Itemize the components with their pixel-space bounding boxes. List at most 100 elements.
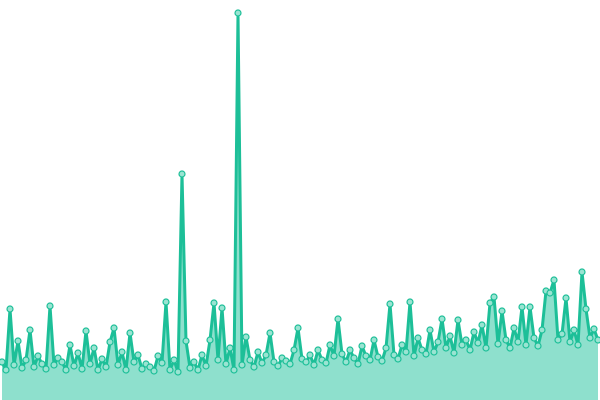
data-point xyxy=(402,348,410,356)
data-point xyxy=(506,344,514,352)
data-point xyxy=(78,365,86,373)
data-point xyxy=(334,315,342,323)
data-point xyxy=(286,360,294,368)
data-point xyxy=(470,328,478,336)
data-point xyxy=(554,336,562,344)
data-point xyxy=(154,352,162,360)
data-point xyxy=(254,348,262,356)
data-point xyxy=(338,350,346,358)
data-point xyxy=(174,368,182,376)
data-point xyxy=(410,352,418,360)
data-point xyxy=(250,363,258,371)
data-point xyxy=(190,358,198,366)
data-point xyxy=(594,336,600,344)
data-point xyxy=(422,350,430,358)
data-point xyxy=(310,361,318,369)
data-point xyxy=(114,361,122,369)
data-point xyxy=(50,361,58,369)
data-point xyxy=(458,341,466,349)
data-point xyxy=(454,316,462,324)
data-point xyxy=(466,346,474,354)
data-point xyxy=(218,304,226,312)
data-point xyxy=(30,363,38,371)
data-point xyxy=(394,355,402,363)
data-point xyxy=(198,351,206,359)
data-point xyxy=(330,352,338,360)
data-point xyxy=(306,351,314,359)
data-point xyxy=(18,364,26,372)
data-point xyxy=(126,329,134,337)
data-point xyxy=(102,363,110,371)
data-point xyxy=(166,366,174,374)
data-point xyxy=(482,344,490,352)
data-point xyxy=(498,307,506,315)
data-point xyxy=(582,305,590,313)
data-point xyxy=(578,268,586,276)
data-point xyxy=(534,342,542,350)
data-point xyxy=(398,341,406,349)
data-point xyxy=(214,356,222,364)
data-point xyxy=(82,327,90,335)
data-point xyxy=(358,342,366,350)
data-point xyxy=(138,365,146,373)
data-point xyxy=(86,360,94,368)
data-point xyxy=(290,346,298,354)
data-point xyxy=(590,325,598,333)
data-point xyxy=(514,338,522,346)
data-point xyxy=(430,348,438,356)
data-point xyxy=(226,344,234,352)
data-point xyxy=(98,355,106,363)
data-point xyxy=(238,361,246,369)
data-point xyxy=(158,359,166,367)
data-point xyxy=(162,298,170,306)
data-point xyxy=(106,338,114,346)
data-point xyxy=(530,334,538,342)
data-point xyxy=(474,339,482,347)
data-point xyxy=(490,293,498,301)
data-point xyxy=(170,356,178,364)
data-point xyxy=(574,341,582,349)
data-point xyxy=(10,361,18,369)
data-point xyxy=(222,360,230,368)
data-point xyxy=(434,338,442,346)
data-point xyxy=(494,340,502,348)
data-point xyxy=(22,356,30,364)
data-point xyxy=(546,289,554,297)
data-point xyxy=(118,348,126,356)
data-point xyxy=(150,367,158,375)
data-point xyxy=(526,303,534,311)
data-point xyxy=(186,364,194,372)
data-point xyxy=(518,303,526,311)
data-point xyxy=(570,326,578,334)
data-point xyxy=(210,299,218,307)
data-point xyxy=(386,300,394,308)
data-point xyxy=(502,336,510,344)
data-point xyxy=(34,352,42,360)
data-point xyxy=(42,365,50,373)
data-point xyxy=(6,305,14,313)
data-point xyxy=(14,337,22,345)
data-point xyxy=(70,362,78,370)
data-point xyxy=(110,324,118,332)
data-point xyxy=(266,329,274,337)
data-point xyxy=(94,366,102,374)
data-point xyxy=(314,346,322,354)
data-point xyxy=(478,321,486,329)
data-point xyxy=(558,330,566,338)
data-point xyxy=(562,294,570,302)
data-point xyxy=(550,276,558,284)
data-point xyxy=(58,358,66,366)
data-point xyxy=(442,344,450,352)
data-point xyxy=(178,170,186,178)
data-point xyxy=(350,354,358,362)
data-point xyxy=(274,362,282,370)
data-point xyxy=(370,336,378,344)
data-point xyxy=(438,315,446,323)
data-point xyxy=(450,349,458,357)
series-line xyxy=(0,11,600,374)
data-point xyxy=(522,341,530,349)
data-point xyxy=(302,358,310,366)
data-point xyxy=(510,324,518,332)
data-point xyxy=(46,302,54,310)
